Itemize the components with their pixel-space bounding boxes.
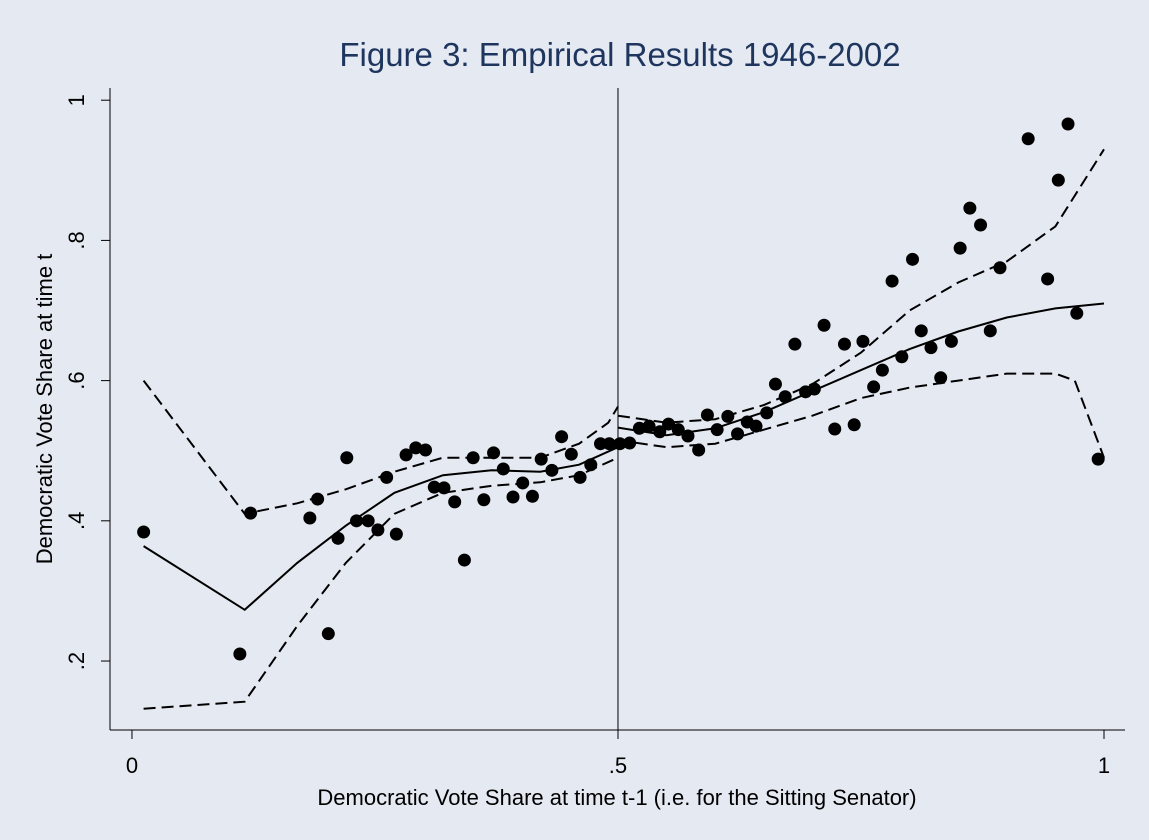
point bbox=[555, 430, 569, 444]
point bbox=[419, 443, 433, 457]
chart-title: Figure 3: Empirical Results 1946-2002 bbox=[339, 36, 900, 73]
point bbox=[749, 419, 763, 433]
point bbox=[409, 441, 423, 455]
point bbox=[350, 514, 364, 528]
point bbox=[1051, 173, 1065, 187]
point bbox=[778, 390, 792, 404]
point bbox=[983, 324, 997, 338]
point bbox=[1041, 272, 1055, 286]
point bbox=[244, 506, 258, 520]
point bbox=[340, 451, 354, 465]
point bbox=[311, 492, 325, 506]
point bbox=[944, 334, 958, 348]
y-axis-label: Democratic Vote Share at time t bbox=[32, 254, 57, 565]
point bbox=[602, 437, 616, 451]
point bbox=[856, 334, 870, 348]
point bbox=[137, 525, 151, 539]
point bbox=[487, 446, 501, 460]
fit-line bbox=[617, 302, 1105, 437]
point bbox=[331, 531, 345, 545]
point bbox=[700, 408, 714, 422]
point bbox=[807, 382, 821, 396]
point bbox=[731, 427, 745, 441]
point bbox=[496, 462, 510, 476]
point bbox=[914, 324, 928, 338]
point bbox=[671, 423, 685, 437]
point bbox=[1070, 306, 1084, 320]
point bbox=[477, 493, 491, 507]
x-tick-label: 0 bbox=[126, 753, 138, 778]
y-tick-label: .8 bbox=[64, 231, 89, 249]
point bbox=[389, 527, 403, 541]
confidence-line bbox=[617, 148, 1105, 424]
point bbox=[466, 451, 480, 465]
x-tick-label: 1 bbox=[1098, 753, 1110, 778]
point bbox=[721, 409, 735, 423]
point bbox=[906, 252, 920, 266]
point bbox=[924, 341, 938, 355]
point bbox=[564, 447, 578, 461]
point bbox=[885, 274, 899, 288]
point bbox=[817, 318, 831, 332]
point bbox=[584, 458, 598, 472]
point bbox=[506, 490, 520, 504]
y-tick-label: .6 bbox=[64, 371, 89, 389]
point bbox=[1021, 132, 1035, 146]
point bbox=[516, 476, 530, 490]
point bbox=[760, 406, 774, 420]
confidence-line bbox=[143, 456, 619, 710]
point bbox=[681, 429, 695, 443]
point bbox=[710, 423, 724, 437]
point bbox=[361, 514, 375, 528]
y-tick-label: 1 bbox=[64, 94, 89, 106]
point bbox=[768, 377, 782, 391]
point bbox=[321, 627, 335, 641]
point bbox=[399, 448, 413, 462]
point bbox=[934, 371, 948, 385]
x-axis-label: Democratic Vote Share at time t-1 (i.e. … bbox=[317, 785, 916, 810]
point bbox=[534, 452, 548, 466]
point bbox=[1061, 117, 1075, 131]
point bbox=[662, 417, 676, 431]
point bbox=[632, 421, 646, 435]
fit-line bbox=[143, 446, 619, 612]
confidence-line bbox=[617, 372, 1105, 459]
point bbox=[847, 418, 861, 432]
y-tick-label: .2 bbox=[64, 652, 89, 670]
point bbox=[867, 380, 881, 394]
point bbox=[963, 201, 977, 215]
point bbox=[427, 480, 441, 494]
confidence-line bbox=[142, 379, 619, 515]
point bbox=[1091, 452, 1105, 466]
point bbox=[788, 337, 802, 351]
point bbox=[895, 350, 909, 364]
point bbox=[371, 523, 385, 537]
point bbox=[953, 241, 967, 255]
point bbox=[525, 489, 539, 503]
point bbox=[380, 470, 394, 484]
x-tick-label: .5 bbox=[609, 753, 627, 778]
point bbox=[573, 470, 587, 484]
point bbox=[457, 553, 471, 567]
y-tick-label: .4 bbox=[64, 512, 89, 530]
point bbox=[233, 647, 247, 661]
point bbox=[448, 495, 462, 509]
point bbox=[974, 218, 988, 232]
point bbox=[437, 481, 451, 495]
point bbox=[653, 425, 667, 439]
point bbox=[692, 443, 706, 457]
point bbox=[623, 436, 637, 450]
point bbox=[545, 463, 559, 477]
point bbox=[613, 437, 627, 451]
point bbox=[303, 511, 317, 525]
point bbox=[875, 363, 889, 377]
point bbox=[642, 419, 656, 433]
point bbox=[837, 337, 851, 351]
point bbox=[993, 261, 1007, 275]
point bbox=[828, 422, 842, 436]
